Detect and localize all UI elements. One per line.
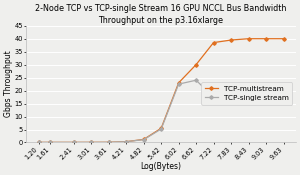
- Title: 2-Node TCP vs TCP-single Stream 16 GPU NCCL Bus Bandwidth
Throughput on the p3.1: 2-Node TCP vs TCP-single Stream 16 GPU N…: [35, 4, 287, 25]
- TCP-multistream: [142, 138, 146, 140]
- TCP-multistream: [107, 141, 110, 143]
- TCP-multistream: [212, 41, 215, 44]
- TCP-single stream: [247, 97, 250, 99]
- TCP-multistream: [72, 141, 76, 143]
- TCP-single stream: [230, 97, 233, 99]
- TCP-multistream: [124, 141, 128, 143]
- Legend: TCP-multistream, TCP-single stream: TCP-multistream, TCP-single stream: [201, 82, 292, 105]
- TCP-single stream: [37, 141, 40, 143]
- TCP-single stream: [142, 139, 146, 141]
- TCP-single stream: [212, 96, 215, 98]
- TCP-multistream: [194, 64, 198, 66]
- TCP-single stream: [282, 97, 285, 99]
- TCP-single stream: [107, 141, 110, 143]
- Y-axis label: Gbps Throughput: Gbps Throughput: [4, 51, 13, 117]
- TCP-multistream: [230, 39, 233, 41]
- Line: TCP-multistream: TCP-multistream: [37, 37, 285, 144]
- TCP-single stream: [124, 141, 128, 143]
- TCP-multistream: [282, 38, 285, 40]
- TCP-single stream: [89, 141, 93, 143]
- TCP-multistream: [37, 141, 40, 143]
- TCP-single stream: [177, 83, 180, 85]
- TCP-single stream: [49, 141, 52, 143]
- TCP-single stream: [264, 97, 268, 99]
- TCP-multistream: [49, 141, 52, 143]
- TCP-multistream: [159, 127, 163, 129]
- Line: TCP-single stream: TCP-single stream: [37, 79, 285, 144]
- TCP-multistream: [247, 38, 250, 40]
- TCP-multistream: [89, 141, 93, 143]
- X-axis label: Log(Bytes): Log(Bytes): [140, 162, 182, 171]
- TCP-single stream: [159, 128, 163, 130]
- TCP-single stream: [72, 141, 76, 143]
- TCP-multistream: [264, 38, 268, 40]
- TCP-multistream: [177, 82, 180, 84]
- TCP-single stream: [194, 79, 198, 81]
